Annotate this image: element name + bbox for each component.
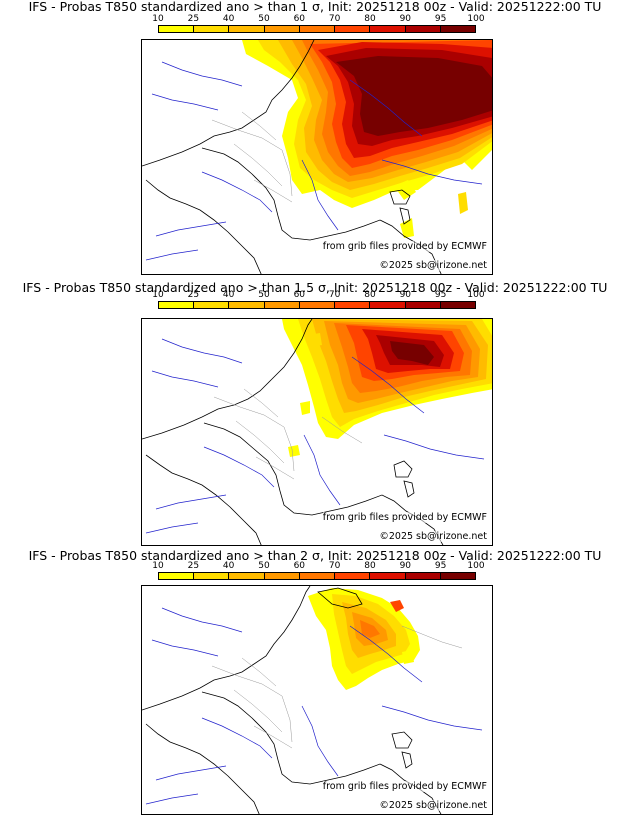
- source-credit: from grib files provided by ECMWF: [322, 781, 487, 792]
- rivers: [145, 338, 485, 534]
- borders: [211, 625, 463, 749]
- colorbar-label: 25: [187, 561, 200, 571]
- colorbar-label: 70: [328, 290, 341, 300]
- panel-sigma-1: IFS - Probas T850 standardized ano > tha…: [0, 0, 630, 276]
- colorbar-label: 25: [187, 14, 200, 24]
- colorbar-label: 60: [293, 561, 306, 571]
- colorbar-swatch: [229, 573, 265, 579]
- panel-title: IFS - Probas T850 standardized ano > tha…: [28, 548, 602, 563]
- copyright: ©2025 sb@irizone.net: [379, 800, 487, 811]
- colorbar-swatch: [370, 302, 406, 308]
- colorbar-label: 10: [152, 561, 164, 571]
- colorbar-swatch: [264, 302, 300, 308]
- colorbar-swatch: [370, 26, 406, 32]
- map-canvas: [142, 319, 492, 545]
- colorbar-swatch: [370, 573, 406, 579]
- colorbar-swatch: [335, 26, 371, 32]
- colorbar-swatch: [159, 302, 195, 308]
- colorbar-swatch: [299, 573, 336, 579]
- colorbar-swatch: [194, 302, 230, 308]
- colorbar-label: 90: [399, 14, 412, 24]
- colorbar-swatch: [440, 26, 475, 32]
- probability-map: from grib files provided by ECMWF ©2025 …: [141, 585, 493, 815]
- probability-field: [282, 319, 492, 457]
- rivers: [145, 607, 483, 805]
- colorbar-swatch: [405, 573, 441, 579]
- colorbar-label: 90: [399, 561, 412, 571]
- probability-map: from grib files provided by ECMWF ©2025 …: [141, 39, 493, 275]
- colorbar-label: 50: [258, 14, 270, 24]
- colorbar-swatch: [194, 26, 230, 32]
- colorbar: [158, 572, 476, 580]
- source-credit: from grib files provided by ECMWF: [322, 512, 487, 523]
- colorbar-swatch: [264, 26, 300, 32]
- colorbar-swatch: [229, 26, 265, 32]
- colorbar-swatch: [194, 573, 230, 579]
- colorbar-swatch: [299, 302, 336, 308]
- colorbar-swatch: [299, 26, 336, 32]
- colorbar-label: 95: [434, 561, 447, 571]
- panel-title: IFS - Probas T850 standardized ano > tha…: [28, 0, 602, 14]
- colorbar-labels: 10 25 40 50 60 70 80 90 95 100: [152, 290, 484, 301]
- panel-sigma-2: IFS - Probas T850 standardized ano > tha…: [0, 547, 630, 828]
- map-canvas: [142, 40, 492, 274]
- colorbar-label: 80: [364, 290, 376, 300]
- colorbar-label: 100: [467, 14, 485, 24]
- panel-title: IFS - Probas T850 standardized ano > tha…: [22, 280, 608, 295]
- colorbar-label: 25: [187, 290, 200, 300]
- coastline: [142, 40, 442, 274]
- coastline: [142, 319, 444, 545]
- colorbar-label: 40: [222, 290, 235, 300]
- colorbar-label: 95: [434, 14, 447, 24]
- map-canvas: [142, 586, 483, 814]
- colorbar-swatch: [335, 302, 371, 308]
- colorbar-swatch: [335, 573, 371, 579]
- colorbar-swatch: [440, 302, 475, 308]
- colorbar-label: 95: [434, 290, 447, 300]
- probability-map: from grib files provided by ECMWF ©2025 …: [141, 318, 493, 546]
- colorbar-swatch: [405, 26, 441, 32]
- colorbar-labels: 10 25 40 50 60 70 80 90 95 100: [152, 14, 484, 25]
- colorbar-swatch: [405, 302, 441, 308]
- source-credit: from grib files provided by ECMWF: [322, 241, 487, 252]
- colorbar-label: 50: [258, 290, 270, 300]
- colorbar-label: 70: [328, 14, 341, 24]
- probability-field: [242, 40, 492, 238]
- colorbar-label: 10: [152, 290, 164, 300]
- colorbar-label: 50: [258, 561, 270, 571]
- colorbar-swatch: [264, 573, 300, 579]
- probability-field: [308, 588, 420, 690]
- copyright: ©2025 sb@irizone.net: [379, 531, 487, 542]
- colorbar: [158, 301, 476, 309]
- colorbar-label: 100: [467, 561, 485, 571]
- colorbar-labels: 10 25 40 50 60 70 80 90 95 100: [152, 561, 484, 572]
- colorbar-swatch: [440, 573, 475, 579]
- colorbar-label: 10: [152, 14, 164, 24]
- copyright: ©2025 sb@irizone.net: [379, 260, 487, 271]
- colorbar-label: 80: [364, 561, 376, 571]
- colorbar-label: 100: [467, 290, 485, 300]
- rivers: [145, 61, 483, 261]
- colorbar-label: 90: [399, 290, 412, 300]
- colorbar-swatch: [229, 302, 265, 308]
- panel-sigma-1-5: IFS - Probas T850 standardized ano > tha…: [0, 276, 630, 552]
- colorbar-swatch: [159, 26, 195, 32]
- borders: [213, 388, 363, 480]
- colorbar-label: 60: [293, 290, 306, 300]
- colorbar-label: 70: [328, 561, 341, 571]
- colorbar-label: 60: [293, 14, 306, 24]
- coastline: [142, 586, 442, 814]
- colorbar-label: 40: [222, 561, 235, 571]
- borders: [211, 111, 293, 203]
- colorbar-label: 40: [222, 14, 235, 24]
- colorbar: [158, 25, 476, 33]
- colorbar-label: 80: [364, 14, 376, 24]
- colorbar-swatch: [159, 573, 195, 579]
